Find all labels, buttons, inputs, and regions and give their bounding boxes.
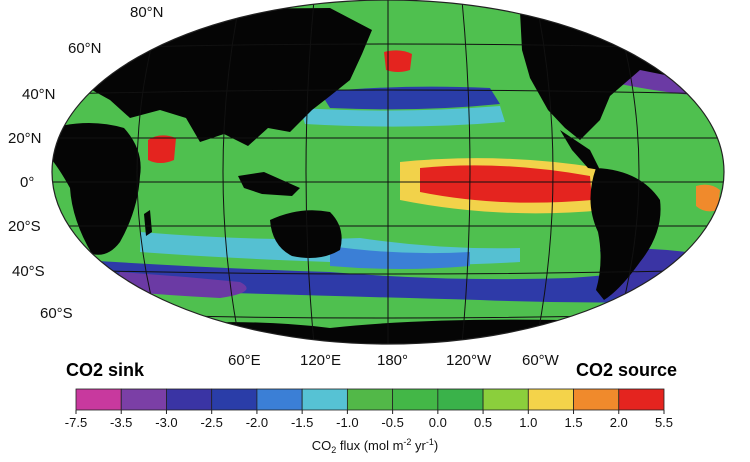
- colorbar-swatch-2: [166, 388, 213, 411]
- indonesia: [238, 172, 300, 196]
- colorbar-swatch-0: [75, 388, 122, 411]
- colorbar-tick-label-11: 1.5: [564, 415, 582, 430]
- lat-label-20n: 20°N: [8, 130, 42, 147]
- colorbar-tick-label-2: -3.0: [155, 415, 177, 430]
- graticule: [52, 0, 724, 344]
- kamchatka-source: [384, 50, 412, 72]
- colorbar-title-prefix: CO: [312, 438, 332, 453]
- colorbar-tick-label-12: 2.0: [610, 415, 628, 430]
- colorbar-tick-label-1: -3.5: [110, 415, 132, 430]
- atlantic-source: [696, 184, 720, 212]
- madagascar: [144, 210, 152, 236]
- colorbar-tick-label-3: -2.5: [200, 415, 222, 430]
- greenland: [700, 10, 724, 70]
- meridian-w1: [305, 0, 315, 344]
- colorbar-swatch-9: [482, 388, 529, 411]
- co2-sink-label: CO2 sink: [66, 360, 145, 380]
- colorbar-title-mid: flux (mol m: [336, 438, 403, 453]
- colorbar-swatch-6: [346, 388, 394, 411]
- colorbar-title-mid2: yr: [411, 438, 426, 453]
- lat-label-40s: 40°S: [12, 263, 45, 280]
- australia: [270, 210, 342, 258]
- arabian-sea-source: [148, 135, 176, 163]
- co2-source-label: CO2 source: [576, 360, 677, 380]
- colorbar-tick-label-4: -2.0: [246, 415, 268, 430]
- lat-label-60s: 60°S: [40, 305, 73, 322]
- colorbar-title-end: ): [434, 438, 438, 453]
- colorbar-swatch-10: [527, 388, 574, 411]
- colorbar-tick-label-9: 0.5: [474, 415, 492, 430]
- meridian-e2: [535, 0, 554, 344]
- north-pacific-sink: [320, 86, 500, 110]
- lon-label-60e: 60°E: [228, 352, 261, 369]
- continents: [52, 8, 724, 344]
- longitude-labels: 60°E 120°E 180° 120°W 60°W: [228, 352, 560, 369]
- colorbar-tick-label-0: -7.5: [65, 415, 87, 430]
- lat-label-60n: 60°N: [68, 40, 102, 57]
- colorbar-title: CO2 flux (mol m-2 yr-1): [312, 437, 439, 455]
- colorbar-swatch-11: [573, 388, 620, 411]
- lat-label-20s: 20°S: [8, 218, 41, 235]
- north-pacific-cyan: [300, 106, 505, 127]
- colorbar-swatch-8: [437, 388, 484, 411]
- colorbar-tick-label-7: -0.5: [381, 415, 403, 430]
- colorbar-title-sup2: -1: [426, 437, 434, 447]
- colorbar-tick-label-8: 0.0: [429, 415, 447, 430]
- lon-label-60w: 60°W: [522, 352, 560, 369]
- central-america: [560, 130, 600, 170]
- equatorial-pacific-core: [420, 165, 592, 203]
- colorbar-title-sup1: -2: [403, 437, 411, 447]
- lon-label-120w: 120°W: [446, 352, 492, 369]
- south-america: [590, 168, 661, 300]
- colorbar-swatch-3: [211, 388, 258, 411]
- lat-label-equator: 0°: [20, 174, 34, 191]
- latitude-labels: 80°N 60°N 40°N 20°N 0° 20°S 40°S 60°S: [8, 4, 164, 322]
- colorbar-tick-label-5: -1.5: [291, 415, 313, 430]
- colorbar-swatch-12: [618, 388, 665, 411]
- colorbar-tick-label-13: 5.5: [655, 415, 673, 430]
- lon-label-120e: 120°E: [300, 352, 341, 369]
- map-outline: [51, 0, 725, 345]
- colorbar-swatch-4: [256, 388, 303, 411]
- colorbar-title-sub: 2: [331, 445, 336, 455]
- colorbar-swatch-5: [301, 388, 348, 411]
- colorbar-swatch-1: [120, 388, 167, 411]
- colorbar-tick-labels: -7.5 -3.5 -3.0 -2.5 -2.0 -1.5 -1.0 -0.5 0.0 0.5 1.…: [65, 410, 673, 430]
- meridian-e1: [461, 0, 471, 344]
- colorbar-swatch-7: [392, 388, 439, 411]
- lat-label-40n: 40°N: [22, 86, 56, 103]
- lon-label-180: 180°: [377, 352, 408, 369]
- world-map: [52, 0, 724, 344]
- africa: [52, 123, 141, 255]
- south-pacific-blue: [330, 246, 470, 269]
- colorbar: [75, 388, 665, 411]
- lat-label-80n: 80°N: [130, 4, 164, 21]
- colorbar-tick-label-10: 1.0: [519, 415, 537, 430]
- colorbar-tick-label-6: -1.0: [336, 415, 358, 430]
- meridian-w2: [222, 0, 241, 344]
